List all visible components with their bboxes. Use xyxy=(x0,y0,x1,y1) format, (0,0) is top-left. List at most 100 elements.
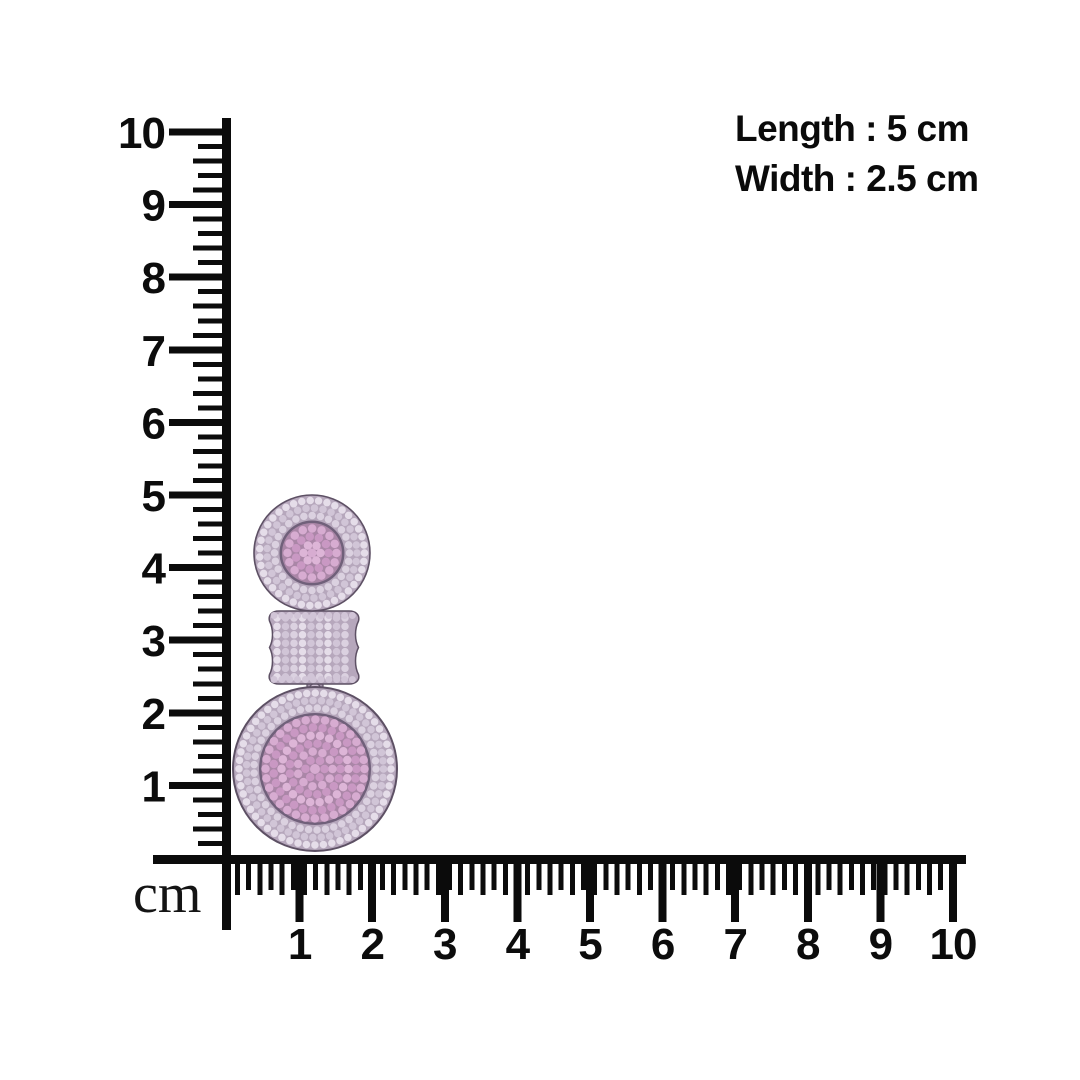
v-minor-tick xyxy=(198,434,231,440)
h-minor-tick xyxy=(301,864,307,895)
v-minor-tick xyxy=(198,173,231,179)
v-ruler-number: 1 xyxy=(142,762,166,811)
v-minor-tick xyxy=(198,550,231,556)
h-minor-tick xyxy=(558,864,564,890)
v-minor-tick xyxy=(193,507,231,513)
h-major-tick xyxy=(876,858,885,922)
v-minor-tick xyxy=(193,245,231,251)
v-minor-tick xyxy=(198,376,231,382)
barrel-pave-stones xyxy=(270,612,359,683)
h-minor-tick xyxy=(681,864,687,895)
h-ruler-number: 2 xyxy=(360,920,383,969)
h-minor-tick xyxy=(525,864,531,895)
h-minor-tick xyxy=(703,864,709,895)
v-major-tick xyxy=(169,636,231,644)
h-major-tick xyxy=(586,858,594,922)
v-minor-tick xyxy=(193,390,231,396)
h-ruler-number: 8 xyxy=(796,920,820,969)
pave-ring xyxy=(285,739,345,799)
h-minor-tick xyxy=(402,864,408,890)
h-ruler-number: 6 xyxy=(651,920,674,969)
v-minor-tick xyxy=(198,405,231,411)
h-minor-tick xyxy=(614,864,620,895)
h-minor-tick xyxy=(871,864,877,890)
pave-ring xyxy=(301,755,329,783)
v-minor-tick xyxy=(193,623,231,629)
h-minor-tick xyxy=(837,864,843,895)
h-minor-tick xyxy=(938,864,944,890)
drop-pink-pave xyxy=(261,715,369,823)
earring-barrel xyxy=(268,610,360,685)
h-major-tick xyxy=(731,858,740,922)
h-minor-tick xyxy=(647,864,653,890)
pave-ring xyxy=(250,704,380,834)
v-minor-tick xyxy=(193,652,231,658)
v-minor-tick xyxy=(193,681,231,687)
h-minor-tick xyxy=(268,864,274,890)
h-minor-tick xyxy=(480,864,486,895)
v-minor-tick xyxy=(198,318,231,324)
h-minor-tick xyxy=(926,864,932,895)
v-minor-tick xyxy=(198,724,231,730)
v-minor-tick xyxy=(198,811,231,817)
dimension-annotation: Length : 5 cm Width : 2.5 cm xyxy=(735,104,979,204)
pave-ring xyxy=(242,696,388,842)
pave-ring xyxy=(255,496,369,610)
h-minor-tick xyxy=(346,864,352,895)
h-minor-tick xyxy=(447,864,453,890)
v-minor-tick xyxy=(193,216,231,222)
h-ruler-number: 4 xyxy=(506,920,531,969)
h-ruler-number: 9 xyxy=(869,920,892,969)
h-minor-tick xyxy=(536,864,542,890)
pave-ring xyxy=(293,747,337,791)
earring-drop xyxy=(232,686,398,852)
v-major-tick xyxy=(169,201,231,209)
h-minor-tick xyxy=(235,864,240,895)
v-minor-tick xyxy=(193,477,231,483)
barrel-body xyxy=(268,610,360,685)
h-major-tick xyxy=(803,858,812,922)
v-minor-tick xyxy=(193,158,231,164)
v-ruler-number: 8 xyxy=(142,254,166,303)
h-minor-tick xyxy=(726,864,732,895)
stud-pink-pave xyxy=(283,524,341,582)
h-ruler-number: 10 xyxy=(930,920,977,969)
h-minor-tick xyxy=(469,864,475,890)
h-minor-tick xyxy=(313,864,319,890)
h-minor-tick xyxy=(547,864,553,895)
v-major-tick xyxy=(169,346,231,354)
pave-ring xyxy=(269,723,361,815)
h-minor-tick xyxy=(458,864,464,895)
v-minor-tick xyxy=(198,579,231,585)
v-ruler-number: 10 xyxy=(118,109,165,158)
h-major-tick xyxy=(658,858,667,922)
h-minor-tick xyxy=(625,864,631,890)
h-ruler-number: 7 xyxy=(723,920,746,969)
v-minor-tick xyxy=(198,463,231,469)
width-text: Width : 2.5 cm xyxy=(735,158,979,199)
v-minor-tick xyxy=(193,187,231,193)
h-major-tick xyxy=(513,858,522,922)
v-minor-tick xyxy=(193,768,231,774)
h-minor-tick xyxy=(848,864,854,890)
h-minor-tick xyxy=(592,864,598,895)
h-minor-tick xyxy=(692,864,698,890)
h-minor-tick xyxy=(793,864,798,895)
h-major-tick xyxy=(295,858,304,922)
pave-ring xyxy=(291,532,333,574)
h-minor-tick xyxy=(826,864,832,890)
v-major-tick xyxy=(169,709,231,717)
h-minor-tick xyxy=(714,864,720,890)
pave-ring xyxy=(235,689,395,849)
drop-outer-pave xyxy=(235,689,395,849)
v-major-tick xyxy=(169,781,231,789)
v-minor-tick xyxy=(198,289,231,295)
pave-ring xyxy=(283,524,341,582)
v-ruler-number: 3 xyxy=(142,617,165,666)
h-minor-tick xyxy=(357,864,363,890)
v-ruler-number: 2 xyxy=(142,690,165,739)
v-ruler-number: 4 xyxy=(142,545,167,594)
h-minor-tick xyxy=(580,864,586,890)
